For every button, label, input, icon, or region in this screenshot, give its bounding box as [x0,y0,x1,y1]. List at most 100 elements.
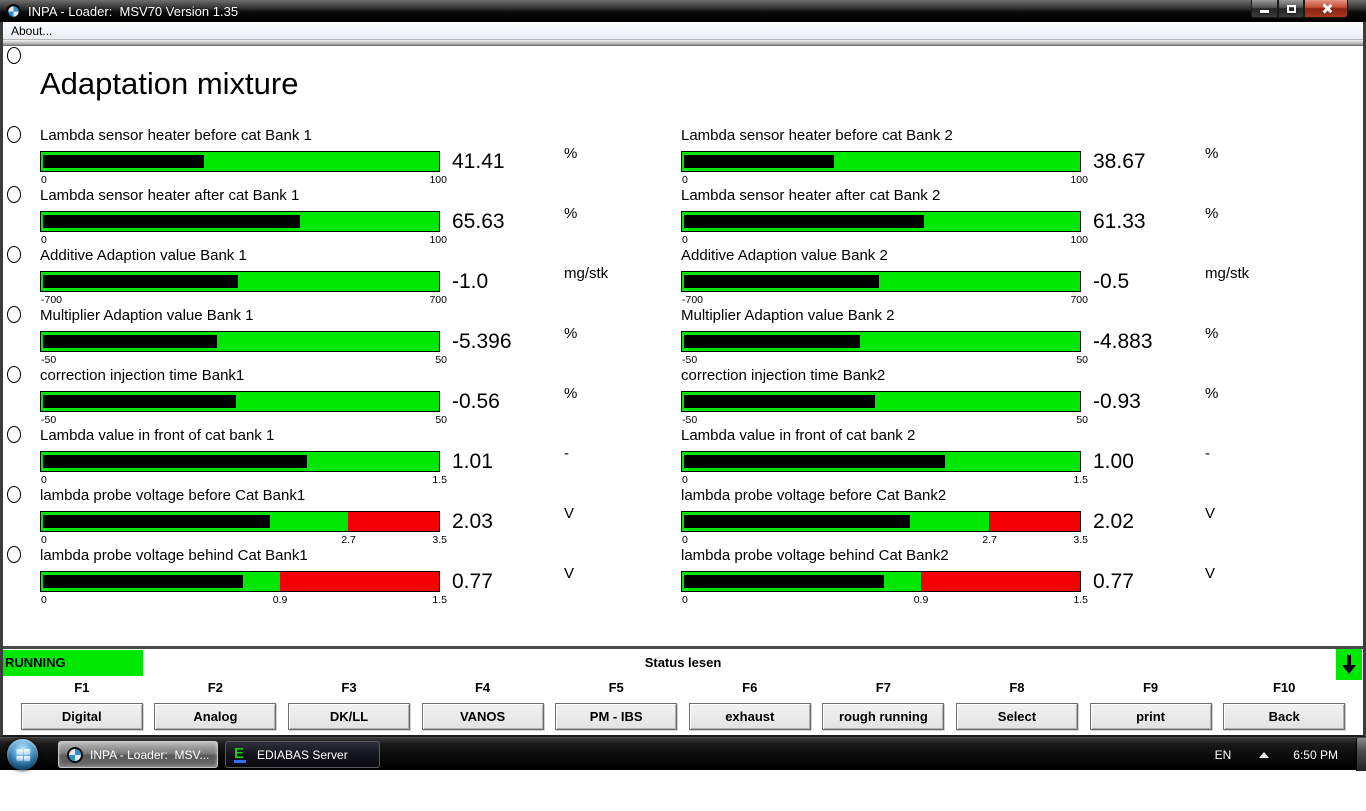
scale-max-label: 100 [1070,174,1088,186]
fkey-number-f1: F1 [74,680,90,695]
fkey-cell: F8 Select [950,678,1084,734]
scale-mid-label: 2.7 [982,534,997,546]
scale-max-label: 50 [435,354,447,366]
fkey-button-f8[interactable]: Select [955,703,1078,730]
maximize-button[interactable] [1278,0,1304,18]
menubar: About... [3,22,1363,40]
gauge-unit: - [1205,445,1210,462]
gauge-value-fill [43,515,270,528]
gauge-label: Multiplier Adaption value Bank 1 [40,307,254,324]
gauge-scale: -50 50 [40,414,447,426]
bmw-roundel-icon [67,746,83,763]
minimize-button[interactable] [1251,0,1278,18]
gauge-scale: -50 50 [681,354,1088,366]
scroll-down-button[interactable] [1336,649,1362,680]
scale-min-label: 0 [41,474,47,486]
gauge-value: 2.03 [452,510,493,533]
taskbar-clock[interactable]: 6:50 PM [1293,747,1338,762]
selector-circle [7,47,21,64]
selector-circle [7,486,21,503]
gauge-value: 0.77 [452,570,493,593]
gauge-row: Multiplier Adaption value Bank 1 -50 50 -5.… [40,307,640,367]
scale-min-label: 0 [682,474,688,486]
fkey-button-f2[interactable]: Analog [154,703,277,730]
gauge-bar [40,331,440,352]
selector-circle [7,546,21,563]
gauge-label: Additive Adaption value Bank 1 [40,247,247,264]
fkey-cell: F7 rough running [817,678,951,734]
gauge-row: Lambda sensor heater after cat Bank 1 0 10… [40,187,640,247]
gauge-label: Lambda sensor heater before cat Bank 2 [681,127,953,144]
scale-min-label: -50 [41,354,57,366]
gauge-unit: % [1205,325,1219,342]
taskbar-button-ediabas[interactable]: E EDIABAS Server [225,741,380,768]
gauge-scale: 0 100 [681,234,1088,246]
gauge-value-fill [43,275,238,288]
fkey-button-f6[interactable]: exhaust [688,703,811,730]
scale-min-label: 0 [682,534,688,546]
toolbar-edge [3,40,1363,46]
gauge-bar [681,211,1081,232]
fkey-button-f1[interactable]: Digital [20,703,143,730]
gauge-value: -4.883 [1093,330,1153,353]
gauge-label: Lambda sensor heater after cat Bank 2 [681,187,941,204]
gauge-scale: 0 2.7 3.5 [40,534,447,546]
gauge-unit: V [1205,565,1216,582]
language-indicator[interactable]: EN [1214,747,1232,762]
gauge-label: Lambda sensor heater after cat Bank 1 [40,187,300,204]
maximize-icon [1286,4,1296,13]
selector-circle [7,306,21,323]
minimize-icon [1260,10,1269,13]
menu-item-about[interactable]: About... [11,23,53,38]
scale-min-label: -700 [682,294,704,306]
scale-max-label: 100 [429,174,447,186]
fkey-button-f3[interactable]: DK/LL [287,703,410,730]
gauge-label: correction injection time Bank2 [681,367,886,384]
fkey-cell: F4 VANOS [416,678,550,734]
close-button[interactable] [1304,0,1348,18]
gauge-bar [681,151,1081,172]
gauge-row: lambda probe voltage behind Cat Bank1 0 0.… [40,547,640,607]
window-title: INPA - Loader: MSV70 Version 1.35 [28,3,239,19]
selector-circle [7,366,21,383]
gauge-value-fill [684,275,879,288]
fkey-button-f10[interactable]: Back [1223,703,1346,730]
gauge-value: 38.67 [1093,150,1146,173]
scale-max-label: 100 [1070,234,1088,246]
fkey-button-f4[interactable]: VANOS [421,703,544,730]
fkey-number-f3: F3 [341,680,357,695]
taskbar-button-inpa[interactable]: INPA - Loader: MSV... [58,741,218,768]
fkey-button-f5[interactable]: PM - IBS [555,703,678,730]
fkey-button-f9[interactable]: print [1089,703,1212,730]
fkey-button-f7[interactable]: rough running [822,703,945,730]
selector-circle [7,186,21,203]
scale-max-label: 50 [435,414,447,426]
show-desktop-button[interactable] [1356,738,1366,771]
gauge-bar [40,271,440,292]
gauge-scale: 0 100 [40,174,447,186]
fkey-cell: F1 Digital [15,678,149,734]
gauge-value: 41.41 [452,150,505,173]
gauge-unit: V [564,505,575,522]
scale-max-label: 1.5 [432,474,447,486]
gauge-bar [40,391,440,412]
gauge-label: lambda probe voltage behind Cat Bank2 [681,547,949,564]
hidden-icons-up-arrow-icon[interactable] [1259,751,1270,758]
system-tray: EN 6:50 PM [1215,738,1366,771]
fkey-cell: F2 Analog [149,678,283,734]
fkey-number-f4: F4 [474,680,491,695]
gauge-value: -0.93 [1093,390,1141,413]
gauge-bar [681,391,1081,412]
gauge-value-fill [684,455,946,468]
start-button[interactable] [7,739,38,770]
gauge-scale: -700 700 [40,294,447,306]
gauge-value-fill [684,395,876,408]
gauge-bar [40,211,440,232]
gauge-value-fill [43,455,307,468]
gauge-value-fill [43,155,204,168]
scale-max-label: 700 [429,294,447,306]
taskbar: INPA - Loader: MSV... E EDIABAS Server EN … [0,737,1366,771]
scale-min-label: 0 [682,234,688,246]
gauge-label: lambda probe voltage before Cat Bank2 [681,487,947,504]
